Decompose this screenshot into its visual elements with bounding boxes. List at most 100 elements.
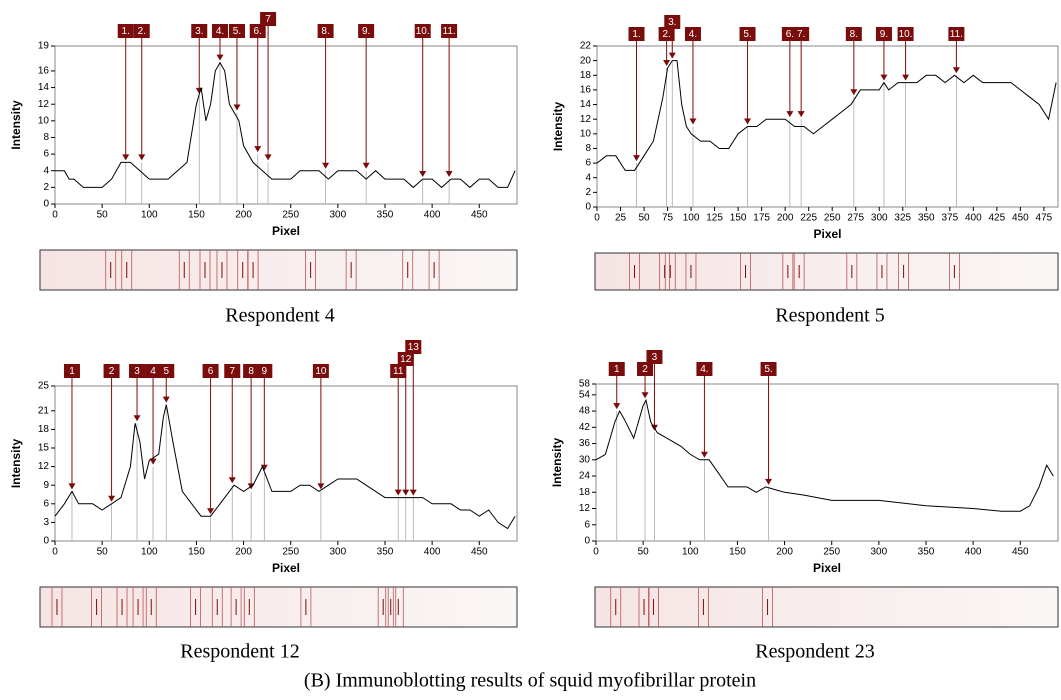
x-tick-label: 400 — [965, 213, 982, 224]
peak-label: 8 — [248, 366, 254, 377]
y-axis-label: Intensity — [551, 102, 565, 152]
plot-area — [55, 386, 517, 541]
x-tick-label: 400 — [424, 210, 441, 221]
peak-label: 7 — [229, 366, 235, 377]
peak-label: 11. — [443, 26, 456, 37]
y-tick-label: 0 — [584, 536, 590, 547]
peak-label: 3. — [668, 17, 676, 28]
y-tick-label: 18 — [580, 70, 592, 81]
y-tick-label: 30 — [579, 454, 591, 465]
figure: (B) Immunoblotting results of squid myof… — [0, 0, 1061, 695]
peak-label: 12 — [400, 354, 412, 365]
x-tick-label: 50 — [638, 547, 650, 558]
peak-label: 2 — [109, 366, 115, 377]
y-tick-label: 16 — [580, 85, 592, 96]
peak-label: 1 — [69, 366, 75, 377]
x-tick-label: 450 — [471, 210, 488, 221]
peak-label: 4. — [700, 364, 708, 375]
x-tick-label: 0 — [52, 547, 58, 558]
peak-label: 2. — [138, 26, 146, 37]
y-tick-label: 0 — [43, 199, 49, 210]
y-tick-label: 12 — [580, 114, 592, 125]
y-tick-label: 12 — [38, 461, 50, 472]
x-tick-label: 100 — [141, 210, 158, 221]
y-tick-label: 4 — [43, 165, 49, 176]
x-tick-label: 200 — [777, 213, 794, 224]
lane-strip — [595, 587, 1058, 627]
y-tick-label: 0 — [585, 202, 591, 213]
peak-label: 6. — [786, 29, 794, 40]
y-tick-label: 3 — [43, 517, 49, 528]
peak-label: 7 — [265, 14, 271, 25]
x-tick-label: 200 — [235, 210, 252, 221]
x-tick-label: 300 — [330, 547, 347, 558]
peak-label: 10 — [315, 366, 327, 377]
x-tick-label: 425 — [989, 213, 1006, 224]
x-tick-label: 200 — [235, 547, 252, 558]
peak-label: 3. — [195, 26, 203, 37]
x-tick-label: 225 — [800, 213, 817, 224]
x-tick-label: 175 — [753, 213, 770, 224]
x-tick-label: 0 — [52, 210, 58, 221]
x-tick-label: 325 — [894, 213, 911, 224]
peak-label: 5. — [743, 29, 751, 40]
y-axis-label: Intensity — [9, 439, 23, 489]
peak-label: 4. — [689, 29, 697, 40]
peak-label: 11. — [950, 29, 963, 40]
y-tick-label: 21 — [38, 405, 50, 416]
x-tick-label: 0 — [593, 547, 599, 558]
peak-label: 2 — [642, 364, 648, 375]
peak-label: 2. — [662, 29, 670, 40]
y-tick-label: 2 — [585, 187, 591, 198]
peak-label: 6 — [208, 366, 214, 377]
y-tick-label: 25 — [38, 381, 50, 392]
x-tick-label: 250 — [823, 547, 840, 558]
x-tick-label: 50 — [97, 547, 109, 558]
x-tick-label: 150 — [188, 210, 205, 221]
x-tick-label: 450 — [1012, 213, 1029, 224]
x-tick-label: 250 — [282, 547, 299, 558]
y-tick-label: 10 — [38, 115, 50, 126]
peak-label: 3 — [134, 366, 140, 377]
y-tick-label: 18 — [38, 424, 50, 435]
peak-label: 9. — [362, 26, 370, 37]
x-tick-label: 350 — [918, 547, 935, 558]
peak-label: 1 — [614, 364, 620, 375]
y-tick-label: 18 — [579, 487, 591, 498]
y-tick-label: 24 — [579, 471, 591, 482]
chart-title: Respondent 4 — [225, 305, 334, 327]
peak-label: 1. — [122, 26, 130, 37]
x-tick-label: 300 — [871, 547, 888, 558]
y-tick-label: 16 — [38, 66, 50, 77]
y-tick-label: 48 — [579, 406, 591, 417]
x-tick-label: 275 — [847, 213, 864, 224]
peak-label: 8. — [850, 29, 858, 40]
chart-title: Respondent 23 — [755, 641, 874, 663]
x-axis-label: Pixel — [272, 561, 300, 575]
x-tick-label: 400 — [424, 547, 441, 558]
y-tick-label: 4 — [585, 172, 591, 183]
x-tick-label: 100 — [683, 213, 700, 224]
x-axis-label: Pixel — [813, 227, 841, 241]
x-tick-label: 75 — [662, 213, 674, 224]
y-tick-label: 20 — [580, 55, 592, 66]
peak-label: 4. — [216, 26, 224, 37]
x-tick-label: 450 — [1012, 547, 1029, 558]
y-tick-label: 19 — [38, 41, 50, 52]
peak-label: 10. — [899, 29, 913, 40]
x-tick-label: 300 — [871, 213, 888, 224]
x-tick-label: 50 — [97, 210, 109, 221]
peak-label: 11 — [393, 366, 404, 377]
y-axis-label: Intensity — [9, 100, 23, 150]
x-tick-label: 400 — [965, 547, 982, 558]
peak-label: 13 — [408, 342, 420, 353]
y-tick-label: 6 — [584, 519, 590, 530]
x-tick-label: 0 — [594, 213, 600, 224]
peak-label: 5. — [233, 26, 241, 37]
y-tick-label: 22 — [580, 41, 592, 52]
x-tick-label: 150 — [188, 547, 205, 558]
y-tick-label: 14 — [580, 99, 592, 110]
x-tick-label: 50 — [638, 213, 650, 224]
x-tick-label: 475 — [1036, 213, 1053, 224]
x-tick-label: 350 — [377, 547, 394, 558]
